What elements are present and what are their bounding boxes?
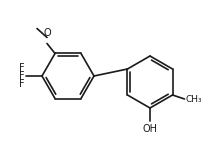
Text: F: F — [19, 71, 25, 81]
Text: O: O — [43, 28, 51, 38]
Text: F: F — [19, 63, 25, 73]
Text: OH: OH — [143, 124, 157, 134]
Text: F: F — [19, 79, 25, 89]
Text: CH₃: CH₃ — [186, 95, 202, 103]
